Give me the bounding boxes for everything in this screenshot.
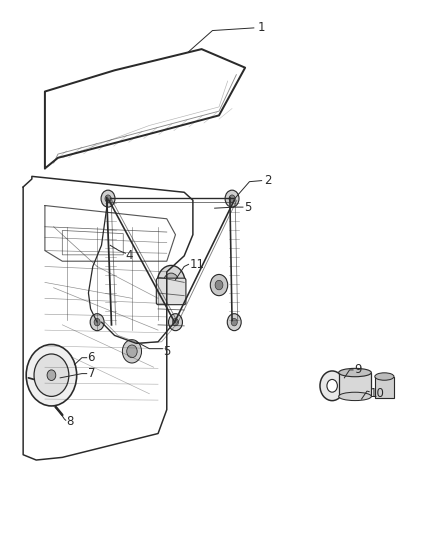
Circle shape <box>127 345 137 358</box>
Circle shape <box>327 379 337 392</box>
Text: 10: 10 <box>370 387 385 400</box>
Text: 8: 8 <box>67 415 74 428</box>
Polygon shape <box>339 373 371 397</box>
Circle shape <box>210 274 228 296</box>
Circle shape <box>227 314 241 330</box>
Text: 1: 1 <box>258 21 266 35</box>
Circle shape <box>157 265 185 300</box>
Text: 6: 6 <box>88 351 95 364</box>
Circle shape <box>26 344 77 406</box>
FancyBboxPatch shape <box>156 278 186 305</box>
Circle shape <box>229 195 235 203</box>
Text: 7: 7 <box>88 367 95 380</box>
Circle shape <box>215 280 223 290</box>
Circle shape <box>94 318 100 326</box>
Text: 4: 4 <box>125 249 132 262</box>
Circle shape <box>101 190 115 207</box>
Circle shape <box>320 371 344 401</box>
Text: 2: 2 <box>264 174 272 187</box>
Circle shape <box>105 195 111 203</box>
Circle shape <box>231 318 237 326</box>
Circle shape <box>47 370 56 381</box>
Text: 9: 9 <box>354 364 361 376</box>
Text: 5: 5 <box>163 345 171 358</box>
Circle shape <box>34 354 69 397</box>
Text: 11: 11 <box>189 258 205 271</box>
Circle shape <box>225 190 239 207</box>
Text: 5: 5 <box>244 200 251 214</box>
Ellipse shape <box>339 392 371 401</box>
Circle shape <box>173 318 179 326</box>
Circle shape <box>122 340 141 363</box>
Circle shape <box>90 314 104 330</box>
Circle shape <box>169 314 183 330</box>
Polygon shape <box>375 376 394 398</box>
Circle shape <box>163 273 179 292</box>
Ellipse shape <box>339 368 371 377</box>
Ellipse shape <box>375 373 394 380</box>
